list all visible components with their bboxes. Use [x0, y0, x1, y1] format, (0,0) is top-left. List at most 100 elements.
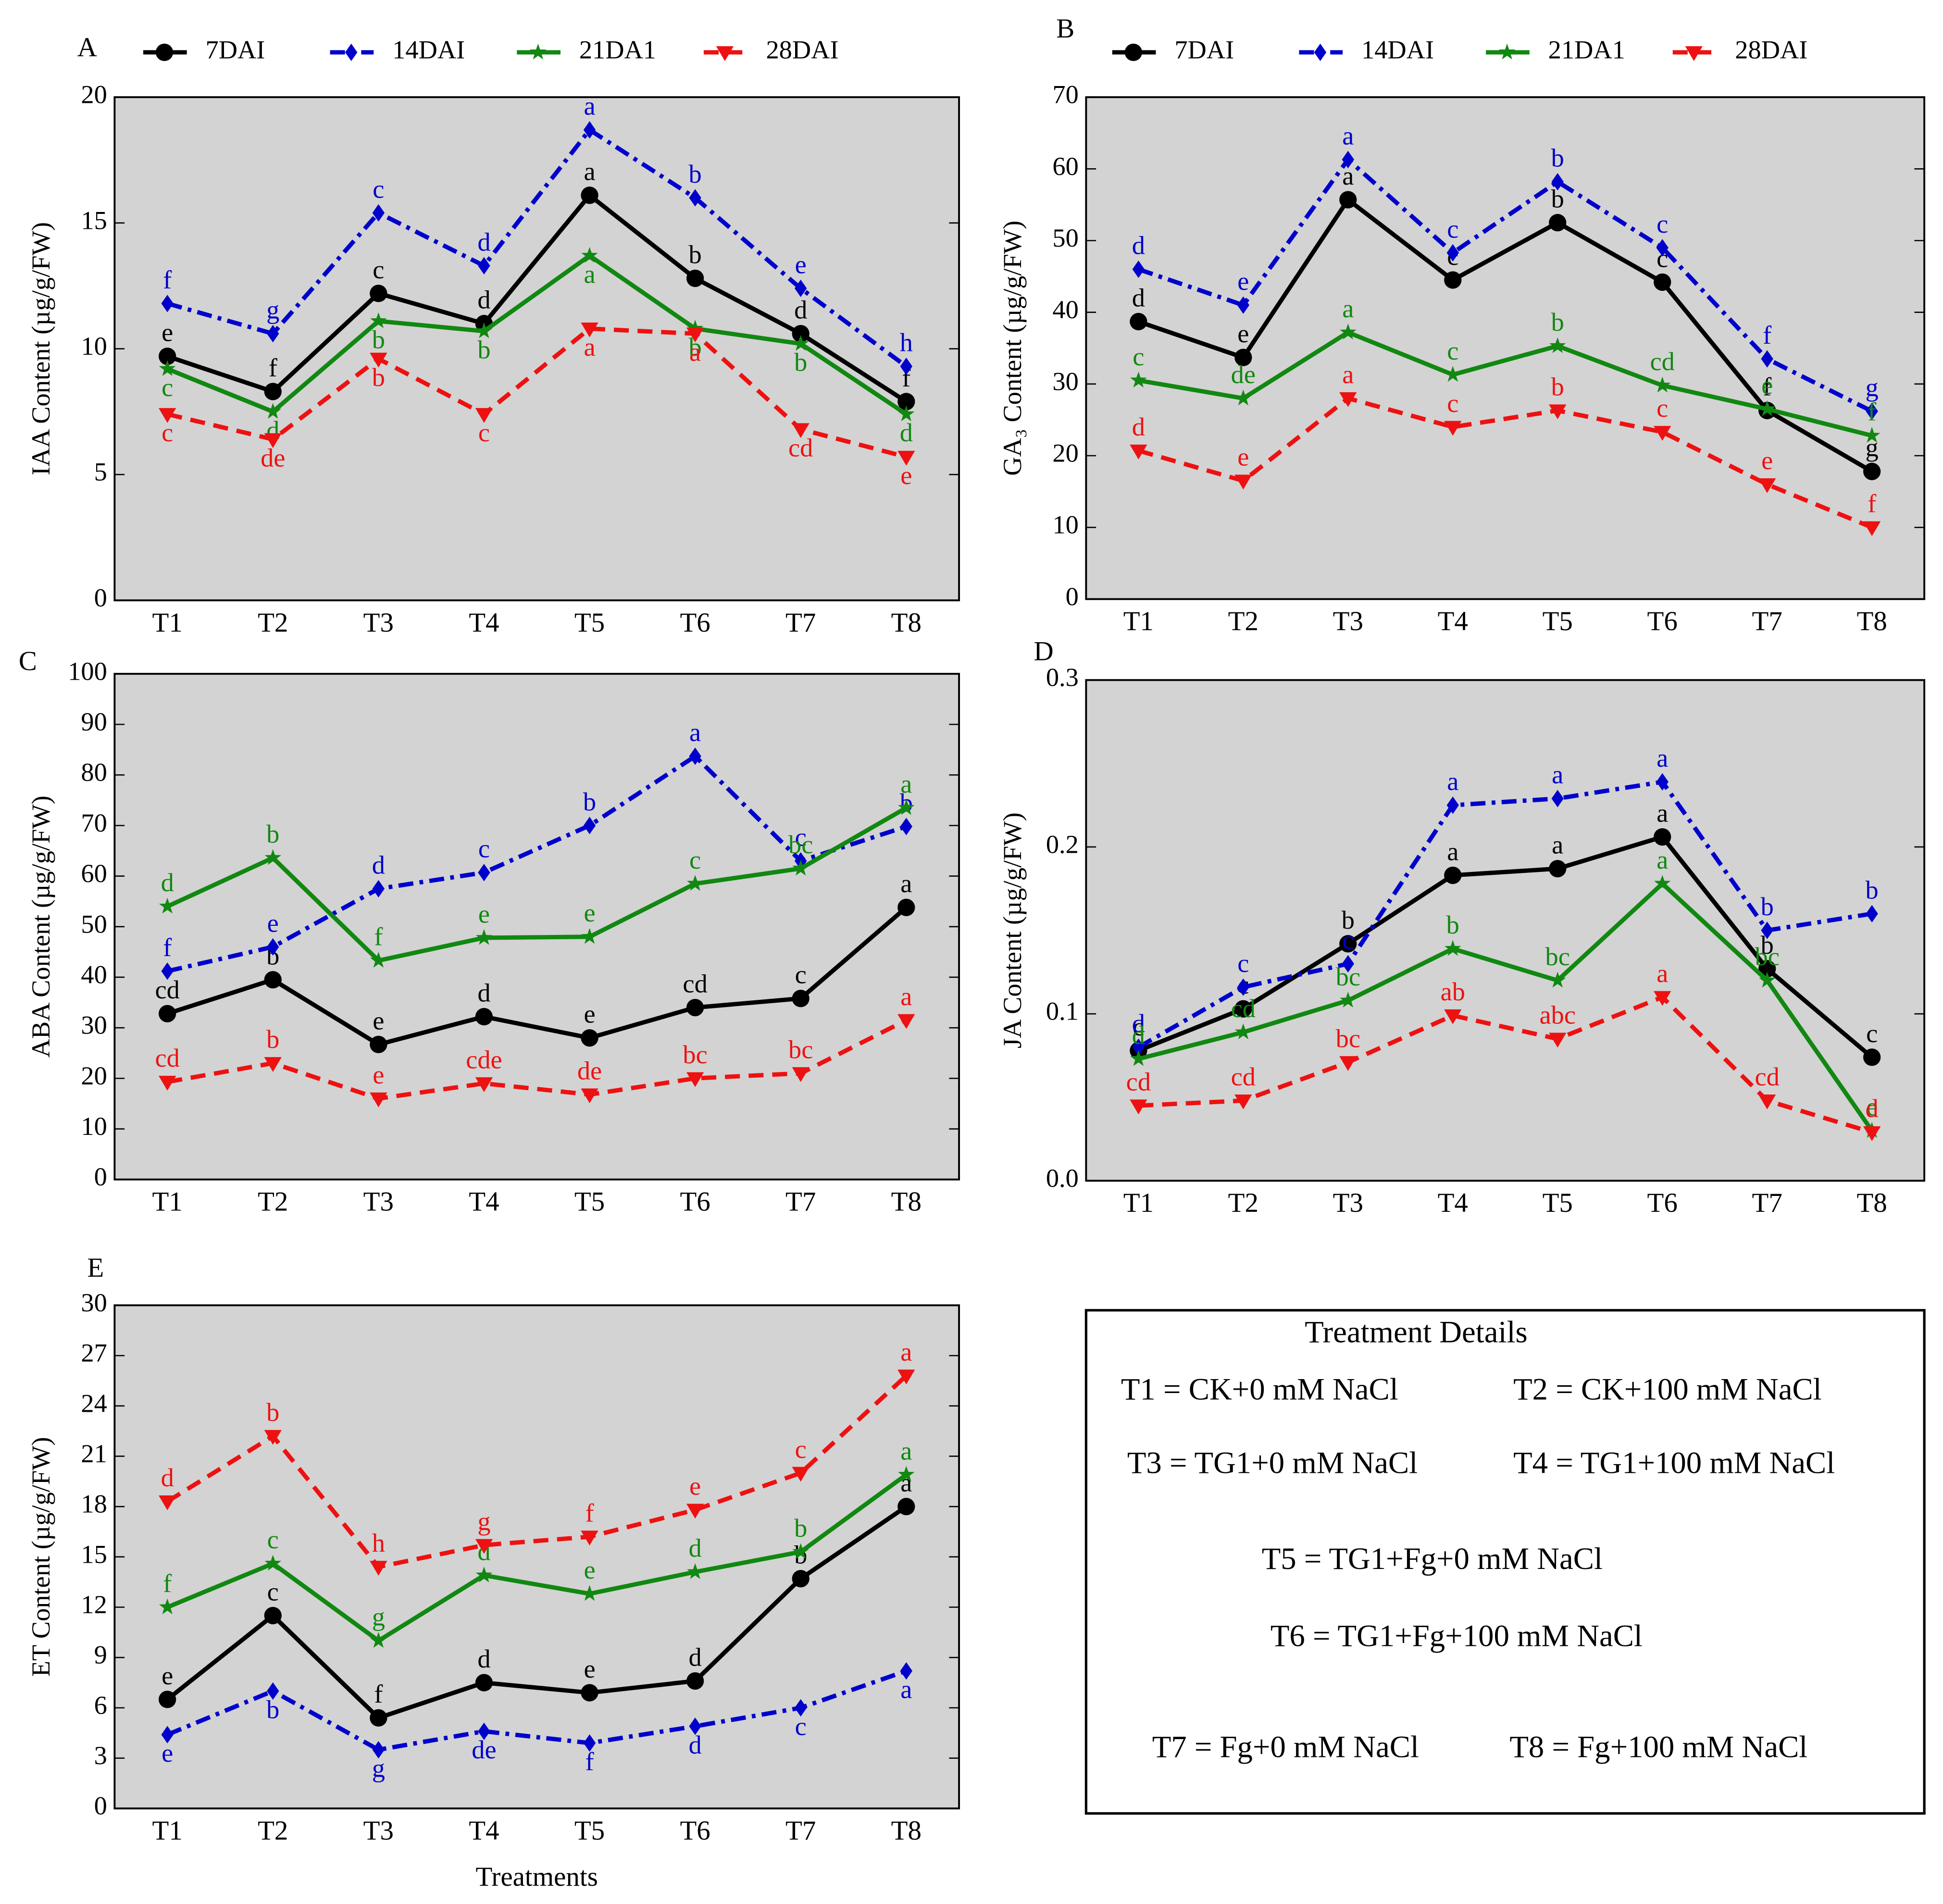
- significance-label: b: [1342, 906, 1355, 934]
- marker: [686, 875, 704, 891]
- marker: [159, 1598, 176, 1615]
- x-tick-label: T1: [152, 1816, 183, 1846]
- y-tick-label: 60: [1052, 152, 1078, 181]
- y-tick-label: 0: [94, 1792, 107, 1820]
- marker: [370, 1709, 387, 1727]
- significance-label: a: [1447, 767, 1458, 796]
- significance-label: a: [1657, 959, 1668, 988]
- significance-label: a: [1657, 846, 1668, 874]
- marker: [897, 450, 915, 466]
- marker: [1444, 1009, 1462, 1024]
- marker: [1235, 389, 1252, 406]
- x-tick-label: T6: [1647, 1188, 1678, 1218]
- significance-label: cd: [1231, 1062, 1256, 1091]
- marker: [1342, 955, 1354, 973]
- significance-label: d: [689, 1643, 702, 1671]
- y-tick-label: 0: [1066, 582, 1079, 611]
- y-tick-label: 50: [1052, 224, 1078, 252]
- marker: [475, 1077, 493, 1093]
- marker: [792, 1067, 810, 1082]
- marker: [581, 1585, 598, 1601]
- marker: [689, 1717, 701, 1735]
- series-line: [1138, 881, 1874, 1132]
- significance-label: a: [900, 770, 912, 798]
- significance-label: de: [472, 1735, 496, 1764]
- significance-label: b: [477, 335, 490, 364]
- marker: [1761, 921, 1773, 939]
- significance-label: d: [1132, 1009, 1145, 1038]
- marker: [1130, 444, 1147, 460]
- y-tick-label: 0.3: [1046, 663, 1079, 692]
- marker: [1445, 940, 1461, 956]
- significance-label: e: [584, 1000, 595, 1029]
- marker: [1339, 935, 1357, 953]
- marker: [264, 1606, 282, 1625]
- marker: [1654, 376, 1671, 393]
- significance-label: d: [161, 868, 174, 897]
- treatment-item: T6 = TG1+Fg+100 mM NaCl: [1270, 1619, 1643, 1654]
- significance-label: d: [1132, 412, 1145, 441]
- y-tick-label: 30: [81, 1011, 107, 1040]
- x-tick-label: T5: [1543, 1188, 1573, 1218]
- significance-label: c: [267, 1525, 279, 1554]
- significance-label: c: [162, 373, 173, 402]
- significance-label: e: [689, 1472, 701, 1501]
- significance-label: g: [372, 1754, 385, 1783]
- marker: [581, 1684, 598, 1702]
- marker: [581, 1088, 598, 1104]
- series-line: [166, 1473, 908, 1643]
- marker: [686, 1563, 704, 1579]
- significance-label: c: [478, 418, 490, 447]
- significance-label: cd: [1650, 347, 1675, 376]
- significance-label: f: [585, 1747, 594, 1776]
- marker: [1130, 372, 1147, 388]
- significance-label: c: [795, 1712, 807, 1741]
- significance-label: bc: [1755, 942, 1780, 971]
- series-line: [166, 1668, 907, 1752]
- x-tick-label: T6: [680, 1816, 710, 1846]
- significance-label: f: [1868, 398, 1877, 426]
- marker: [686, 327, 704, 343]
- marker: [1234, 1000, 1252, 1018]
- legend-marker: [1685, 46, 1703, 62]
- significance-label: abc: [1539, 1001, 1576, 1030]
- x-tick-label: T7: [1752, 1188, 1782, 1218]
- x-tick-label: T5: [1543, 606, 1573, 636]
- significance-label: b: [266, 1695, 279, 1724]
- x-tick-label: T6: [680, 608, 710, 638]
- significance-label: b: [372, 325, 385, 354]
- significance-label: cd: [1755, 1062, 1780, 1091]
- marker: [370, 312, 387, 328]
- marker: [159, 348, 176, 365]
- significance-label: c: [1657, 210, 1668, 238]
- marker: [792, 990, 810, 1008]
- marker: [159, 1495, 176, 1510]
- significance-label: a: [900, 1337, 912, 1366]
- significance-label: e: [1761, 371, 1773, 399]
- marker: [1549, 1033, 1567, 1048]
- significance-label: cd: [155, 975, 179, 1004]
- marker: [1235, 1023, 1252, 1040]
- marker: [792, 423, 810, 438]
- marker: [1340, 992, 1357, 1008]
- significance-label: f: [269, 353, 278, 382]
- y-tick-label: 0: [94, 1162, 107, 1191]
- marker: [475, 1008, 493, 1026]
- significance-label: c: [795, 822, 807, 851]
- legend-label: 14DAI: [392, 35, 465, 64]
- significance-label: a: [584, 157, 595, 186]
- significance-label: b: [1551, 372, 1564, 401]
- x-tick-label: T4: [1438, 606, 1468, 636]
- y-tick-label: 12: [81, 1590, 107, 1619]
- marker: [370, 1561, 387, 1576]
- legend-marker: [1498, 43, 1516, 60]
- y-tick-label: 15: [81, 1540, 107, 1568]
- x-tick-label: T7: [785, 608, 816, 638]
- series-line: [1138, 396, 1873, 530]
- legend-label: 21DA1: [1548, 35, 1625, 64]
- x-tick-label: T7: [785, 1816, 816, 1846]
- significance-label: a: [584, 260, 595, 288]
- legend-label: 28DAI: [1735, 35, 1807, 64]
- significance-label: cde: [466, 1045, 502, 1074]
- significance-label: a: [1552, 831, 1563, 859]
